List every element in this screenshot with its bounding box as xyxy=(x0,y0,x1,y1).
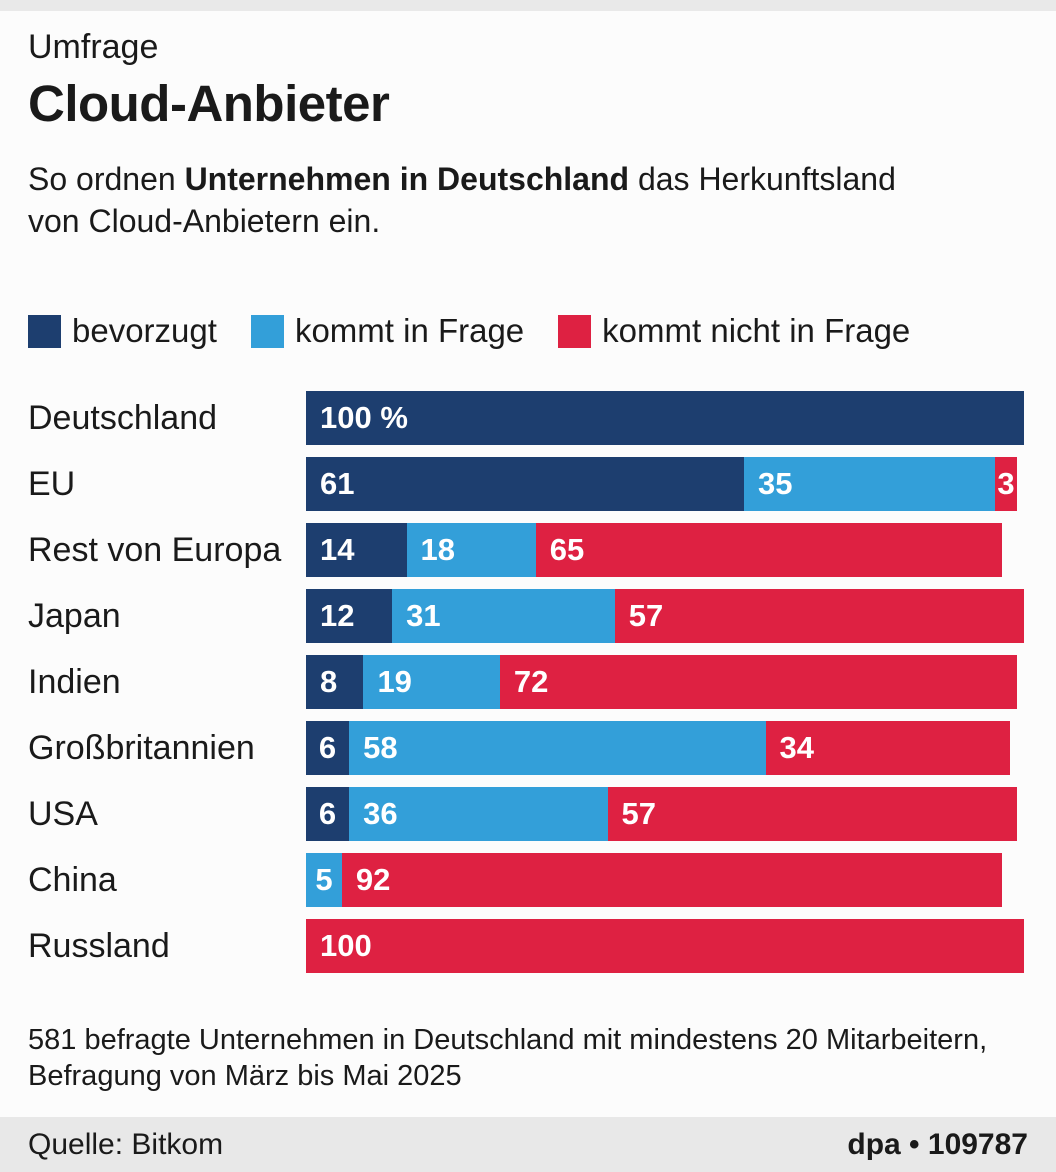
bar-segment-bevorzugt: 12 xyxy=(306,589,393,643)
credit-label: dpa • 109787 xyxy=(847,1127,1028,1161)
bar-segment-kommt-in-frage: 58 xyxy=(349,721,766,775)
value-label: 6 xyxy=(318,796,337,831)
description-bold: Unternehmen in Deutschland xyxy=(184,161,630,197)
bar-segment-kommt-nicht-in-frage: 92 xyxy=(341,853,1003,907)
category-label: Japan xyxy=(28,596,121,635)
footnote: 581 befragte Unternehmen in Deutschland … xyxy=(28,1022,987,1094)
bar-segment-bevorzugt: 100 % xyxy=(306,391,1024,445)
top-strip xyxy=(0,0,1056,11)
category-label: EU xyxy=(28,464,76,503)
category-label: Deutschland xyxy=(28,398,218,437)
category-label: USA xyxy=(28,794,98,833)
bar-segment-kommt-in-frage: 35 xyxy=(743,457,996,511)
bar-segment-kommt-nicht-in-frage: 72 xyxy=(499,655,1017,709)
value-label: 19 xyxy=(377,664,412,699)
bar-segment-bevorzugt: 6 xyxy=(306,721,350,775)
chart-row-china: China 5 92 xyxy=(28,853,1028,907)
value-label: 58 xyxy=(363,730,398,765)
bar-segment-kommt-nicht-in-frage: 57 xyxy=(607,787,1017,841)
legend-item-kommt-in-frage: kommt in Frage xyxy=(250,312,525,350)
bar-segment-kommt-in-frage: 5 xyxy=(306,853,342,907)
value-label: 8 xyxy=(320,664,338,699)
legend-swatch-kommt-in-frage xyxy=(250,314,284,348)
chart-row-grossbritannien: Großbritannien 6 58 34 xyxy=(28,721,1028,775)
chart-row-deutschland: Deutschland 100 % xyxy=(28,391,1028,445)
chart-row-japan: Japan 12 31 57 xyxy=(28,589,1028,643)
bar-segment-kommt-nicht-in-frage: 34 xyxy=(765,721,1010,775)
category-label: China xyxy=(28,860,117,899)
value-label: 34 xyxy=(779,730,814,765)
bar-segment-kommt-nicht-in-frage: 3 xyxy=(995,457,1017,511)
value-label: 5 xyxy=(315,862,333,897)
value-label: 57 xyxy=(621,796,657,831)
value-label: 18 xyxy=(420,532,455,567)
bar-segment-bevorzugt: 61 xyxy=(306,457,744,511)
bar-track: 100 xyxy=(306,919,1024,973)
legend: bevorzugt kommt in Frage kommt nicht in Fr… xyxy=(28,312,910,350)
bar-track: 14 18 65 xyxy=(306,523,1024,577)
bar-segment-kommt-in-frage: 36 xyxy=(349,787,608,841)
description: So ordnen Unternehmen in Deutschland das… xyxy=(28,158,1018,242)
legend-label: kommt in Frage xyxy=(294,312,525,349)
footnote-line1: 581 befragte Unternehmen in Deutschland … xyxy=(28,1024,988,1056)
bar-segment-bevorzugt: 14 xyxy=(306,523,407,577)
page-title: Cloud-Anbieter xyxy=(28,75,390,132)
bar-segment-kommt-in-frage: 19 xyxy=(363,655,500,709)
value-label: 72 xyxy=(513,664,549,699)
kicker: Umfrage xyxy=(28,28,159,66)
chart-row-rest-von-europa: Rest von Europa 14 18 65 xyxy=(28,523,1028,577)
value-label: 36 xyxy=(363,796,398,831)
value-label: 31 xyxy=(406,598,441,633)
category-label: Russland xyxy=(28,926,170,965)
legend-label: bevorzugt xyxy=(72,312,217,349)
description-prefix: So ordnen xyxy=(28,161,185,197)
chart: Deutschland 100 % EU 61 35 3 Rest von Europa 14… xyxy=(28,391,1028,985)
bar-segment-kommt-nicht-in-frage: 100 xyxy=(306,919,1024,973)
chart-row-usa: USA 6 36 57 xyxy=(28,787,1028,841)
source-label: Quelle: Bitkom xyxy=(28,1127,224,1161)
category-label: Rest von Europa xyxy=(28,530,282,569)
category-label: Indien xyxy=(28,662,121,701)
category-label: Großbritannien xyxy=(28,728,255,767)
bar-segment-kommt-in-frage: 31 xyxy=(392,589,615,643)
bar-track: 100 % xyxy=(306,391,1024,445)
value-label: 100 % xyxy=(320,400,408,435)
bar-track: 6 36 57 xyxy=(306,787,1024,841)
bar-track: 61 35 3 xyxy=(306,457,1024,511)
legend-swatch-bevorzugt xyxy=(28,314,61,348)
footer-bar: Quelle: Bitkom dpa • 109787 xyxy=(0,1117,1056,1172)
value-label: 65 xyxy=(549,532,585,567)
bar-track: 6 58 34 xyxy=(306,721,1024,775)
description-suffix: das Herkunftsland xyxy=(629,161,896,197)
chart-row-russland: Russland 100 xyxy=(28,919,1028,973)
value-label: 3 xyxy=(997,466,1015,501)
bar-segment-kommt-nicht-in-frage: 57 xyxy=(614,589,1024,643)
value-label: 61 xyxy=(320,466,355,501)
chart-row-indien: Indien 8 19 72 xyxy=(28,655,1028,709)
value-label: 35 xyxy=(757,466,793,501)
legend-item-bevorzugt: bevorzugt xyxy=(28,312,217,350)
chart-row-eu: EU 61 35 3 xyxy=(28,457,1028,511)
value-label: 92 xyxy=(355,862,391,897)
description-line2: von Cloud-Anbietern ein. xyxy=(28,203,381,239)
bar-track: 5 92 xyxy=(306,853,1024,907)
bar-track: 12 31 57 xyxy=(306,589,1024,643)
bar-segment-kommt-nicht-in-frage: 65 xyxy=(535,523,1003,577)
footnote-line2: Befragung von März bis Mai 2025 xyxy=(28,1060,462,1092)
value-label: 12 xyxy=(320,598,355,633)
legend-label: kommt nicht in Frage xyxy=(602,312,911,349)
bar-track: 8 19 72 xyxy=(306,655,1024,709)
value-label: 100 xyxy=(320,928,372,963)
value-label: 14 xyxy=(320,532,355,567)
value-label: 57 xyxy=(628,598,664,633)
legend-swatch-kommt-nicht-in-frage xyxy=(558,314,592,348)
value-label: 6 xyxy=(318,730,337,765)
bar-segment-bevorzugt: 6 xyxy=(306,787,350,841)
bar-segment-bevorzugt: 8 xyxy=(306,655,364,709)
bar-segment-kommt-in-frage: 18 xyxy=(406,523,536,577)
legend-item-kommt-nicht-in-frage: kommt nicht in Frage xyxy=(558,312,910,350)
